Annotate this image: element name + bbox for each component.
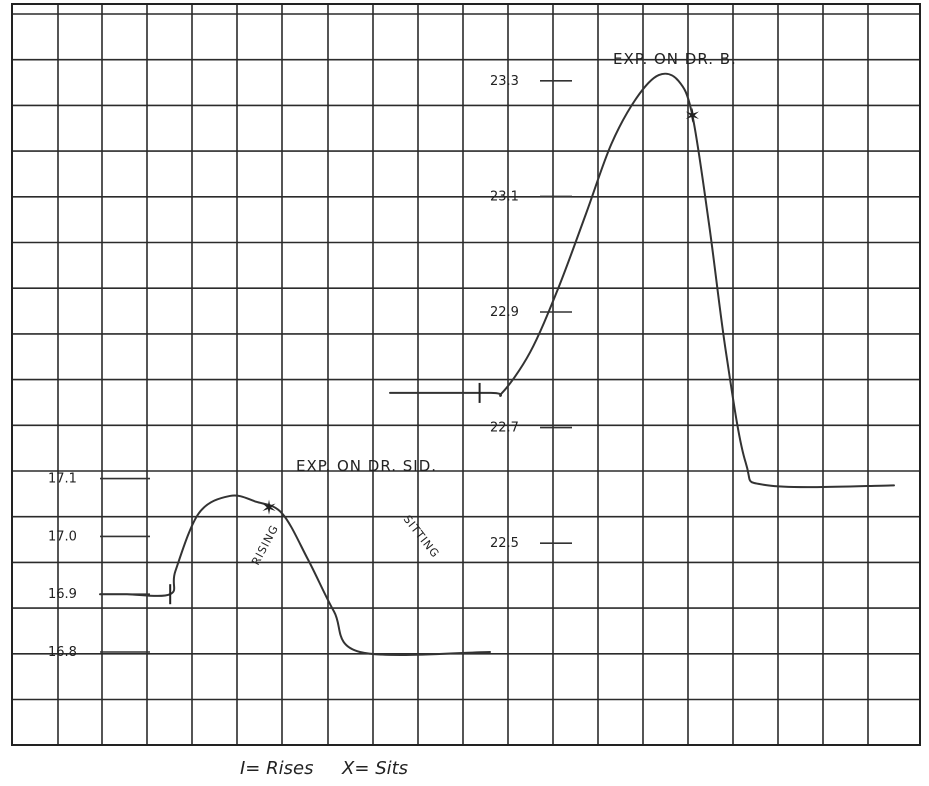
chart-sid-annotation-sitting: SITTING xyxy=(401,513,442,561)
graph-paper-grid xyxy=(11,4,921,745)
chart-frame xyxy=(11,3,921,746)
y-tick-label: 23.1 xyxy=(490,189,519,204)
chart-sid-title: EXP. ON DR. SID. xyxy=(296,457,437,475)
chart-dr-sid: EXP. ON DR. SID. 17.1 17.0 16.9 16.8 ✶ RISI… xyxy=(48,457,491,660)
y-tick-label: 22.9 xyxy=(490,305,519,320)
chart-dr-b: EXP. ON DR. B. 23.3 23.1 22.9 22.7 22.5 ✶ xyxy=(389,50,895,551)
y-tick-label: 22.7 xyxy=(490,421,519,436)
y-tick-label: 17.1 xyxy=(48,472,77,487)
chart-sid-annotation-rising: RISING xyxy=(249,523,281,568)
y-tick-label: 17.0 xyxy=(48,529,77,544)
chart-b-title: EXP. ON DR. B. xyxy=(613,50,737,68)
chart-sid-line xyxy=(99,494,491,656)
chart-sid-sit-marker: ✶ xyxy=(261,496,278,520)
y-tick-label: 23.3 xyxy=(490,74,519,89)
chart-b-line xyxy=(389,72,895,489)
legend-text: I= Rises X= Sits xyxy=(240,758,408,779)
y-tick-label: 22.5 xyxy=(490,536,519,551)
y-tick-label: 16.8 xyxy=(48,645,77,660)
chart-b-sit-marker: ✶ xyxy=(684,103,701,127)
y-tick-label: 16.9 xyxy=(48,587,77,602)
